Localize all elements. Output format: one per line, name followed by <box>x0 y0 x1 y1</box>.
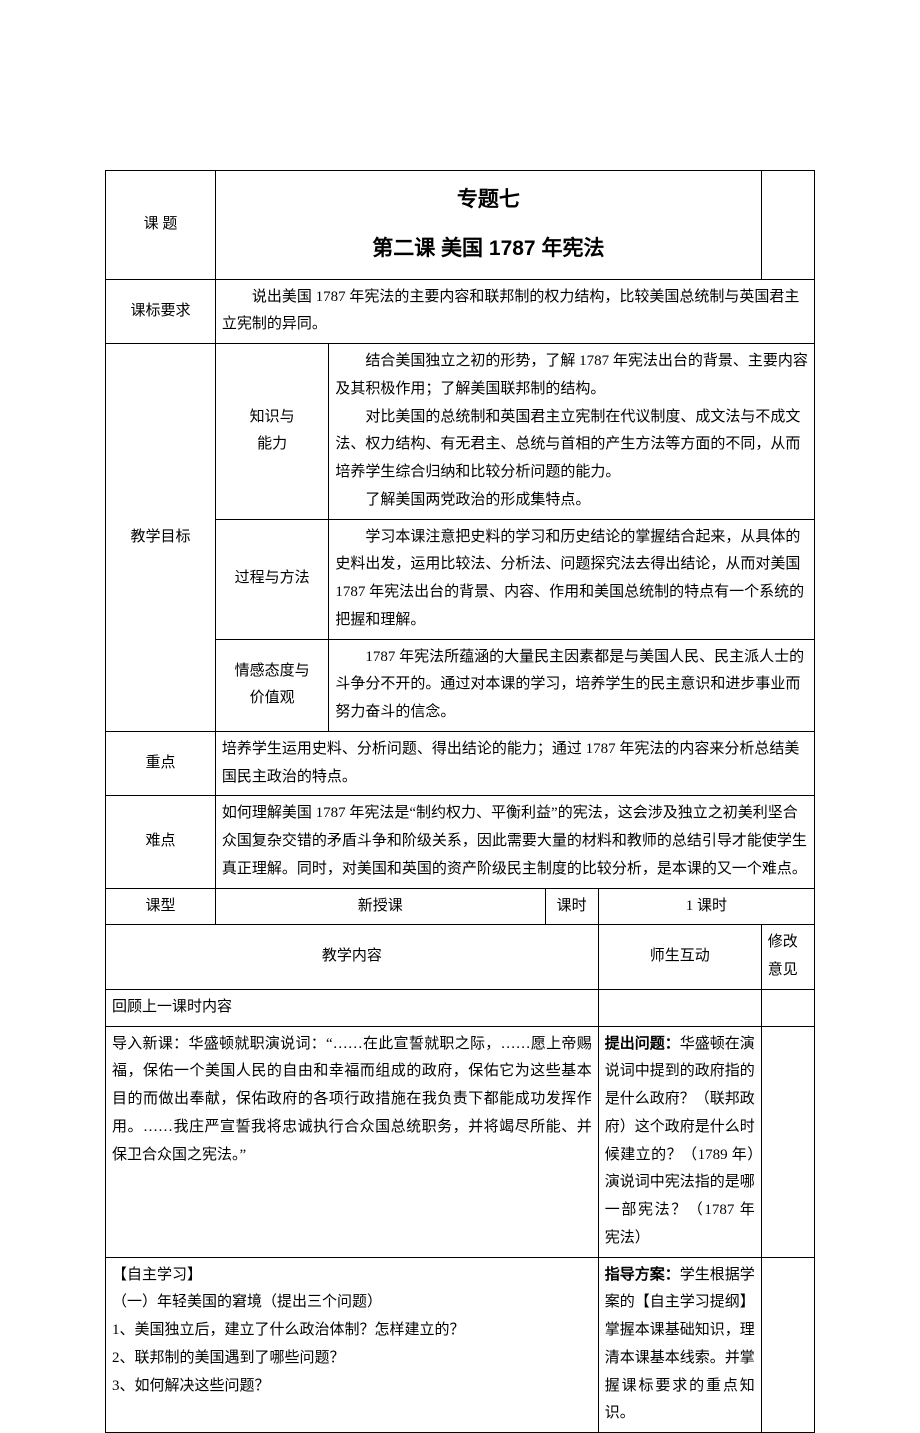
text-difficulty: 如何理解美国 1787 年宪法是“制约权力、平衡利益”的宪法，这会涉及独立之初美… <box>215 796 814 888</box>
label-topic: 课 题 <box>106 171 216 280</box>
review-row: 回顾上一课时内容 <box>106 989 599 1026</box>
intro-revision <box>761 1026 814 1257</box>
intro-interaction: 提出问题：华盛顿在演说词中提到的政府指的是什么政府？（联邦政府）这个政府是什么时… <box>598 1026 761 1257</box>
text-process: 学习本课注意把史料的学习和历史结论的掌握结合起来，从具体的史料出发，运用比较法、… <box>329 519 815 639</box>
standard-text: 说出美国 1787 年宪法的主要内容和联邦制的权力结构，比较美国总统制与英国君主… <box>215 279 814 344</box>
selfstudy-p4: 3、如何解决这些问题？ <box>112 1373 592 1401</box>
text-classhour: 1 课时 <box>598 888 814 925</box>
lesson-title-cell: 专题七 第二课 美国 1787 年宪法 <box>215 171 761 280</box>
selfstudy-content: 【自主学习】 （一）年轻美国的窘境（提出三个问题） 1、美国独立后，建立了什么政… <box>106 1257 599 1433</box>
label-keypoint: 重点 <box>106 731 216 796</box>
review-interaction <box>598 989 761 1026</box>
selfstudy-p3: 2、联邦制的美国遇到了哪些问题？ <box>112 1345 592 1373</box>
title-main: 专题七 <box>222 175 755 226</box>
header-interaction: 师生互动 <box>598 925 761 990</box>
lesson-plan-table: 课 题 专题七 第二课 美国 1787 年宪法 课标要求 说出美国 1787 年… <box>105 170 815 1433</box>
text-keypoint: 培养学生运用史料、分析问题、得出结论的能力；通过 1787 年宪法的内容来分析总… <box>215 731 814 796</box>
review-revision <box>761 989 814 1026</box>
label-difficulty: 难点 <box>106 796 216 888</box>
label-classtype: 课型 <box>106 888 216 925</box>
intro-content: 导入新课：华盛顿就职演说词：“……在此宣誓就职之际，……愿上帝赐福，保佑一个美国… <box>106 1026 599 1257</box>
sub-values: 情感态度与 价值观 <box>215 639 328 731</box>
empty-cell <box>761 171 814 280</box>
selfstudy-p1: （一）年轻美国的窘境（提出三个问题） <box>112 1289 592 1317</box>
label-classhour: 课时 <box>545 888 598 925</box>
text-knowledge: 结合美国独立之初的形势，了解 1787 年宪法出台的背景、主要内容及其积极作用；… <box>329 344 815 520</box>
header-content: 教学内容 <box>106 925 599 990</box>
label-objectives: 教学目标 <box>106 344 216 732</box>
label-standard: 课标要求 <box>106 279 216 344</box>
selfstudy-p2: 1、美国独立后，建立了什么政治体制？怎样建立的？ <box>112 1317 592 1345</box>
title-sub: 第二课 美国 1787 年宪法 <box>222 226 755 275</box>
text-values: 1787 年宪法所蕴涵的大量民主因素都是与美国人民、民主派人士的斗争分不开的。通… <box>329 639 815 731</box>
text-classtype: 新授课 <box>215 888 545 925</box>
selfstudy-revision <box>761 1257 814 1433</box>
selfstudy-title: 【自主学习】 <box>112 1262 592 1290</box>
header-revision: 修改意见 <box>761 925 814 990</box>
sub-process: 过程与方法 <box>215 519 328 639</box>
selfstudy-interaction: 指导方案：学生根据学案的【自主学习提纲】掌握本课基础知识，理清本课基本线索。并掌… <box>598 1257 761 1433</box>
sub-knowledge: 知识与 能力 <box>215 344 328 520</box>
